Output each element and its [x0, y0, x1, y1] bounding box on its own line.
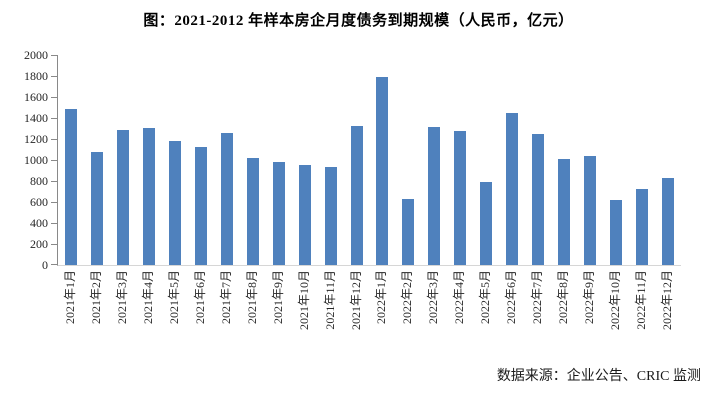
x-tick-label: 2021年2月 [89, 270, 103, 325]
bar-2022年8月 [558, 159, 570, 265]
x-tick-label: 2022年4月 [452, 270, 466, 325]
y-tick-mark [51, 118, 57, 119]
bar-2021年4月 [143, 128, 155, 265]
bar-2022年12月 [662, 178, 674, 265]
bar-2021年8月 [247, 158, 259, 265]
bar-2021年9月 [273, 162, 285, 265]
bar-2022年7月 [532, 134, 544, 265]
x-tick-label: 2022年5月 [478, 270, 492, 325]
x-tick-label: 2022年11月 [634, 270, 648, 330]
bar-2021年7月 [221, 133, 233, 265]
chart-title: 图：2021-2012 年样本房企月度债务到期规模（人民币，亿元） [143, 13, 574, 29]
y-tick-label: 200 [30, 237, 48, 251]
x-tick-label: 2021年3月 [115, 270, 129, 325]
bar-2022年5月 [480, 182, 492, 265]
bar-2021年6月 [195, 147, 207, 265]
bar-2022年2月 [402, 199, 414, 265]
bar-2022年10月 [610, 200, 622, 265]
bar-2022年1月 [376, 77, 388, 265]
x-tick-label: 2021年7月 [219, 270, 233, 325]
y-tick-mark [51, 264, 57, 265]
plot-area [57, 55, 681, 266]
bar-2022年6月 [506, 113, 518, 265]
bar-2021年10月 [299, 165, 311, 265]
bar-2021年2月 [91, 152, 103, 265]
bar-2022年11月 [636, 189, 648, 265]
bar-2022年9月 [584, 156, 596, 265]
y-tick-mark [51, 223, 57, 224]
y-tick-label: 1200 [24, 132, 48, 146]
x-tick-label: 2022年12月 [660, 270, 674, 331]
x-tick-label: 2022年2月 [400, 270, 414, 325]
bar-2021年11月 [325, 167, 337, 265]
y-tick-mark [51, 139, 57, 140]
x-tick-label: 2021年11月 [323, 270, 337, 330]
bar-2021年1月 [65, 109, 77, 265]
bar-2021年5月 [169, 141, 181, 265]
y-tick-label: 2000 [24, 48, 48, 62]
y-tick-mark [51, 160, 57, 161]
y-tick-label: 1400 [24, 111, 48, 125]
x-tick-label: 2021年1月 [63, 270, 77, 325]
x-tick-label: 2021年5月 [167, 270, 181, 325]
y-tick-label: 1600 [24, 90, 48, 104]
x-tick-label: 2021年9月 [271, 270, 285, 325]
y-tick-mark [51, 202, 57, 203]
x-tick-label: 2022年6月 [504, 270, 518, 325]
x-tick-label: 2022年7月 [530, 270, 544, 325]
y-tick-label: 400 [30, 216, 48, 230]
x-tick-label: 2021年8月 [245, 270, 259, 325]
y-tick-mark [51, 55, 57, 56]
x-tick-label: 2022年10月 [608, 270, 622, 331]
x-tick-label: 2022年8月 [556, 270, 570, 325]
bar-2021年3月 [117, 130, 129, 265]
y-tick-mark [51, 97, 57, 98]
y-tick-label: 0 [42, 258, 48, 272]
x-tick-label: 2021年4月 [141, 270, 155, 325]
x-tick-label: 2022年3月 [426, 270, 440, 325]
x-tick-label: 2022年1月 [374, 270, 388, 325]
x-tick-label: 2021年12月 [349, 270, 363, 331]
y-tick-mark [51, 181, 57, 182]
data-source: 数据来源：企业公告、CRIC 监测 [496, 369, 701, 384]
bar-2022年4月 [454, 131, 466, 265]
x-tick-label: 2021年10月 [297, 270, 311, 331]
bar-2021年12月 [351, 126, 363, 265]
y-tick-mark [51, 76, 57, 77]
y-tick-label: 600 [30, 195, 48, 209]
y-tick-label: 1800 [24, 69, 48, 83]
x-tick-label: 2022年9月 [582, 270, 596, 325]
x-tick-label: 2021年6月 [193, 270, 207, 325]
bar-2022年3月 [428, 127, 440, 265]
y-tick-label: 800 [30, 174, 48, 188]
y-tick-label: 1000 [24, 153, 48, 167]
y-tick-mark [51, 244, 57, 245]
